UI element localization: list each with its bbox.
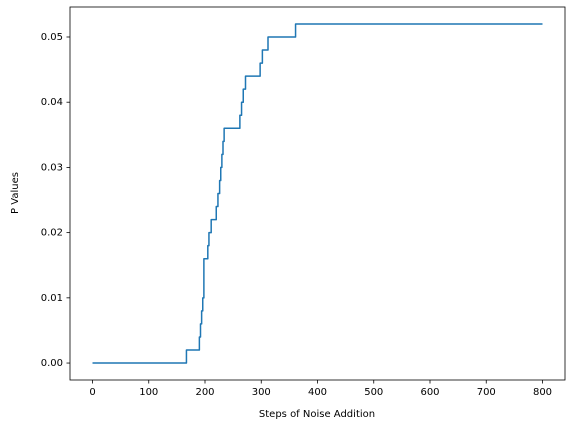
x-tick-label: 400 [308, 387, 327, 398]
x-tick-label: 100 [139, 387, 158, 398]
x-tick-label: 200 [195, 387, 214, 398]
x-tick-label: 0 [89, 387, 95, 398]
x-tick-label: 300 [252, 387, 271, 398]
y-tick-label: 0.03 [41, 162, 63, 173]
data-line [92, 23, 543, 364]
y-tick-label: 0.02 [41, 228, 63, 239]
x-axis-label: Steps of Noise Addition [259, 409, 375, 420]
plot-frame [69, 6, 566, 381]
y-tick-label: 0.05 [41, 32, 63, 43]
x-tick-label: 600 [420, 387, 439, 398]
x-tick-label: 500 [364, 387, 383, 398]
x-tick-label: 700 [477, 387, 496, 398]
y-tick-label: 0.00 [41, 358, 63, 369]
x-tick-label: 800 [533, 387, 552, 398]
y-tick-label: 0.01 [41, 293, 63, 304]
y-axis-label: P Values [10, 172, 21, 214]
y-tick-label: 0.04 [41, 97, 63, 108]
